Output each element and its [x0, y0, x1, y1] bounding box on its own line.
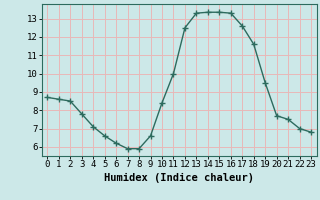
- X-axis label: Humidex (Indice chaleur): Humidex (Indice chaleur): [104, 173, 254, 183]
